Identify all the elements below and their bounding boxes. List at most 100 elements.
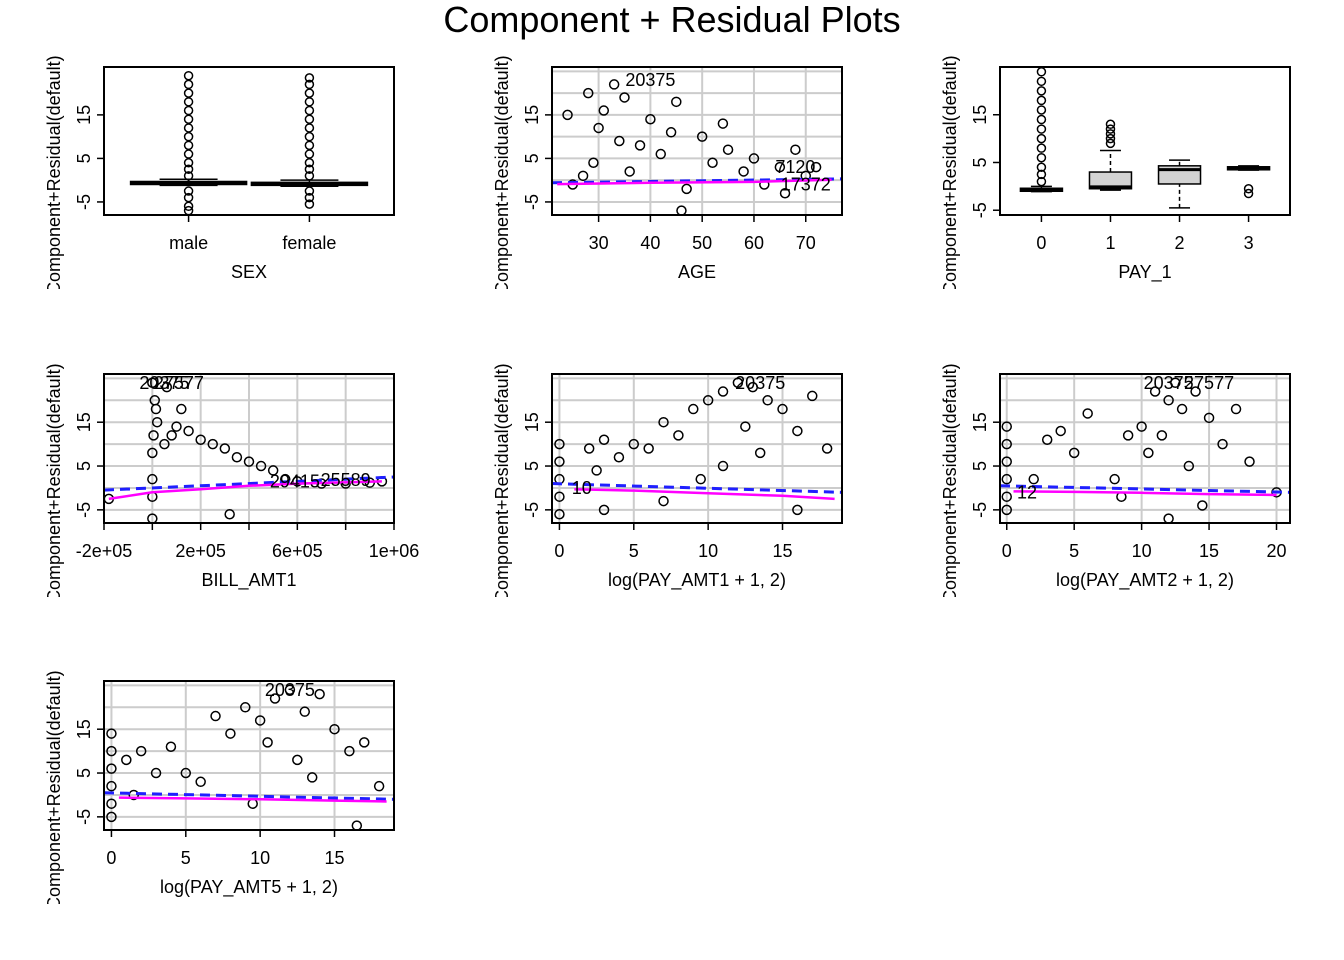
y-tick-label: 5 [970,157,990,167]
y-axis-label: Component+Residual(default) [44,55,64,295]
y-axis-label-group: Component+Residual(default) [492,55,512,289]
point-label: 29415 [270,471,320,491]
point-label: 10 [572,478,592,498]
y-axis-label: Component+Residual(default) [44,670,64,910]
data-point [676,205,687,215]
smooth-fit-line [1013,490,1277,497]
box-outlier [1036,114,1047,125]
data-point [267,465,279,476]
data-point [554,438,565,450]
box-2 [1157,159,1202,209]
linear-fit-line [1000,484,1290,494]
data-point [658,495,669,507]
data-point [1197,500,1208,511]
smooth-fit-line [118,796,387,803]
data-point [135,745,147,757]
point-label: 20375 [1144,373,1194,393]
data-point [645,113,656,125]
data-point [1163,513,1174,523]
y-tick-label: 15 [74,105,94,125]
data-point [608,79,620,90]
data-point [588,157,599,169]
x-tick-label: 0 [106,848,116,868]
panel-frame [103,680,395,831]
box-outlier [304,186,315,196]
box-outlier [1105,124,1116,134]
data-point [106,798,117,809]
y-tick-label: -5 [522,502,542,518]
data-point [1001,504,1012,516]
y-tick-label: 5 [74,768,94,778]
x-tick-label: 1e+06 [369,541,420,561]
linear-fit-line [552,177,842,185]
data-point [147,377,158,389]
data-point [344,745,355,757]
point-label: 12 [1017,482,1037,502]
box-outlier [1105,133,1116,144]
data-point [790,144,801,155]
panel-3: 0 1 2 3 -5 5 15 PAY_1 Component+Residual(default… [940,55,1291,289]
x-tick-label: 10 [1132,541,1152,561]
data-point [722,144,734,155]
smooth-fit-line [108,480,382,501]
data-point [707,157,718,169]
data-point [779,187,791,199]
data-point [1203,412,1215,424]
data-point [254,715,266,726]
box-outlier [183,201,194,212]
y-tick-label: -5 [74,809,94,825]
data-point [147,513,158,523]
box-outlier [304,192,315,203]
data-point [792,504,803,516]
data-point [738,166,749,177]
data-point [554,491,565,502]
x-axis-label: PAY_1 [1118,262,1171,283]
x-axis-label: SEX [231,262,267,282]
data-point [255,460,267,472]
data-point [292,754,303,766]
x-tick-label: 15 [1199,541,1219,561]
x-tick-label: female [282,233,336,253]
y-tick-label: -5 [74,502,94,518]
data-point [210,710,221,722]
data-point [106,780,117,792]
panel-frame [103,66,395,216]
data-point [717,460,729,472]
panel-7: 20375 0 5 10 15 -5 5 15 log(PAY_AMT5 + 1, 2) Comp… [44,670,395,910]
data-point [1001,421,1012,432]
x-tick-label: 3 [1244,233,1254,253]
data-point [671,96,682,108]
box-3 [1226,165,1271,199]
data-point [224,508,235,520]
x-tick-label: 15 [324,848,344,868]
box-outlier [183,70,194,81]
data-point [583,87,594,99]
x-tick-label: 5 [629,541,639,561]
box-outlier [1243,183,1254,194]
x-tick-label: 2 [1175,233,1185,253]
data-point [161,381,173,393]
data-point [807,390,818,402]
point-label: 20375 [625,70,675,90]
smooth-fit-line [574,488,835,501]
data-point [1082,408,1093,419]
data-point [1041,434,1053,445]
data-point [165,741,177,752]
data-point [598,434,610,445]
data-point [314,688,325,700]
data-point [231,452,243,463]
box-outlier [304,164,315,175]
data-point [180,767,192,779]
data-point [1190,386,1201,397]
data-point [176,403,187,415]
box-outlier [304,79,315,90]
plot-area: 20375 [104,680,394,830]
point-label: 17372 [781,175,831,195]
data-point [1001,491,1012,502]
x-axis-label: log(PAY_AMT5 + 1, 2) [160,877,338,898]
point-label: 20375 [265,680,315,700]
